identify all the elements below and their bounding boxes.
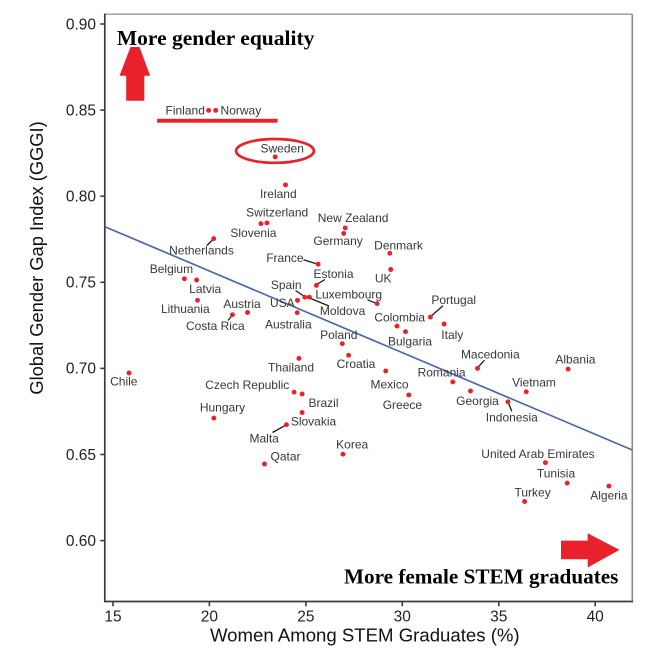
- svg-text:France: France: [266, 251, 304, 265]
- svg-text:Korea: Korea: [336, 438, 368, 452]
- svg-text:0.70: 0.70: [66, 361, 97, 378]
- svg-text:15: 15: [104, 609, 121, 626]
- svg-text:Chile: Chile: [110, 375, 138, 389]
- svg-text:Germany: Germany: [313, 234, 362, 248]
- svg-text:Colombia: Colombia: [374, 311, 425, 325]
- svg-text:Women Among STEM Graduates (%): Women Among STEM Graduates (%): [210, 625, 520, 646]
- svg-text:Netherlands: Netherlands: [169, 244, 234, 258]
- svg-text:Moldova: Moldova: [320, 304, 366, 318]
- svg-text:Slovakia: Slovakia: [291, 414, 337, 428]
- svg-text:Mexico: Mexico: [370, 377, 408, 391]
- svg-text:20: 20: [201, 609, 219, 626]
- svg-text:Lithuania: Lithuania: [161, 302, 210, 316]
- svg-text:Tunisia: Tunisia: [537, 466, 576, 480]
- svg-text:Latvia: Latvia: [189, 282, 221, 296]
- svg-text:0.75: 0.75: [66, 275, 96, 292]
- svg-text:Denmark: Denmark: [374, 238, 424, 252]
- svg-text:Algeria: Algeria: [590, 489, 628, 503]
- svg-text:Albania: Albania: [555, 353, 595, 367]
- svg-text:Malta: Malta: [250, 432, 280, 446]
- svg-text:Costa Rica: Costa Rica: [186, 319, 245, 333]
- svg-text:Australia: Australia: [265, 317, 312, 331]
- svg-text:Belgium: Belgium: [150, 262, 193, 276]
- svg-text:Global Gender Gap Index (GGGI): Global Gender Gap Index (GGGI): [26, 121, 47, 394]
- svg-text:New Zealand: New Zealand: [318, 211, 389, 225]
- svg-text:Bulgaria: Bulgaria: [388, 335, 432, 349]
- svg-text:Luxembourg: Luxembourg: [315, 288, 382, 302]
- svg-text:Spain: Spain: [271, 278, 302, 292]
- svg-text:More gender equality: More gender equality: [117, 26, 315, 50]
- svg-text:0.90: 0.90: [66, 16, 97, 33]
- svg-text:USA: USA: [270, 296, 295, 310]
- svg-text:Ireland: Ireland: [260, 187, 297, 201]
- svg-text:Greece: Greece: [383, 398, 423, 412]
- svg-text:Macedonia: Macedonia: [461, 348, 520, 362]
- svg-text:Hungary: Hungary: [200, 401, 245, 415]
- svg-text:0.80: 0.80: [66, 189, 97, 206]
- svg-text:35: 35: [490, 609, 507, 626]
- svg-text:25: 25: [297, 609, 314, 626]
- svg-text:Georgia: Georgia: [456, 394, 499, 408]
- svg-text:Poland: Poland: [320, 328, 357, 342]
- svg-text:Indonesia: Indonesia: [486, 410, 538, 424]
- svg-text:UK: UK: [375, 272, 392, 286]
- svg-text:30: 30: [394, 609, 412, 626]
- svg-text:Norway: Norway: [221, 104, 262, 118]
- svg-text:Italy: Italy: [441, 328, 463, 342]
- svg-text:Turkey: Turkey: [514, 485, 550, 499]
- svg-text:0.65: 0.65: [66, 447, 96, 464]
- svg-text:Thailand: Thailand: [268, 361, 314, 375]
- svg-text:Czech Republic: Czech Republic: [205, 378, 289, 392]
- svg-text:Vietnam: Vietnam: [512, 376, 556, 390]
- svg-text:40: 40: [587, 609, 605, 626]
- svg-text:United Arab Emirates: United Arab Emirates: [481, 447, 594, 461]
- svg-text:Croatia: Croatia: [337, 357, 376, 371]
- svg-text:Portugal: Portugal: [431, 293, 476, 307]
- svg-text:Qatar: Qatar: [270, 450, 300, 464]
- svg-text:Estonia: Estonia: [313, 267, 353, 281]
- svg-text:Romania: Romania: [418, 366, 466, 380]
- svg-text:0.85: 0.85: [66, 102, 96, 119]
- svg-text:Sweden: Sweden: [261, 142, 304, 156]
- svg-text:0.60: 0.60: [66, 533, 97, 550]
- svg-text:Slovenia: Slovenia: [230, 226, 276, 240]
- svg-text:Switzerland: Switzerland: [246, 206, 308, 220]
- svg-text:Austria: Austria: [223, 297, 261, 311]
- svg-text:More female STEM graduates: More female STEM graduates: [344, 565, 618, 589]
- svg-text:Brazil: Brazil: [308, 396, 338, 410]
- svg-text:Finland: Finland: [166, 104, 205, 118]
